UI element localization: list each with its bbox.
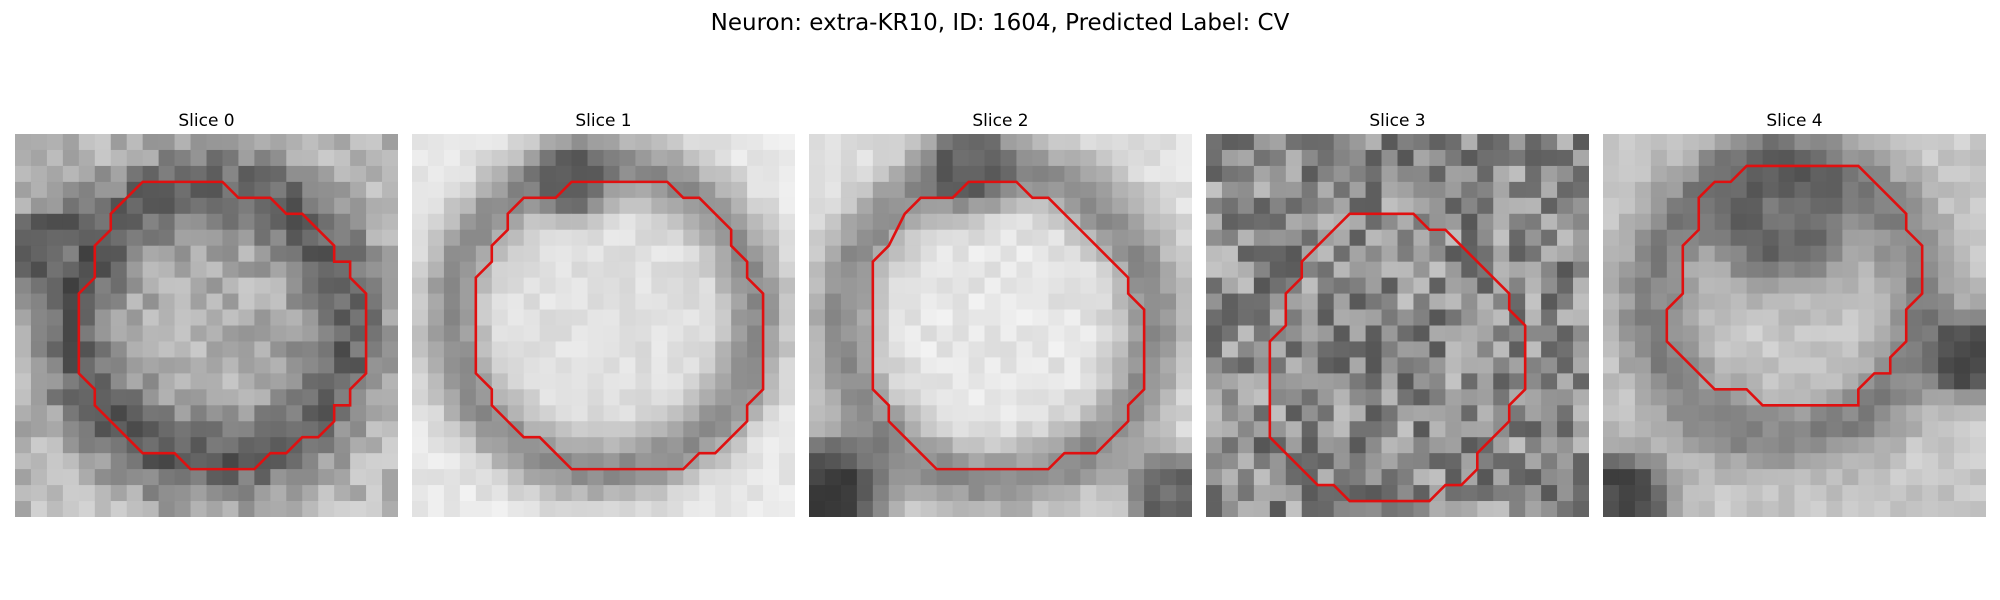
slice-title: Slice 4 — [1766, 111, 1823, 131]
slice-image — [412, 134, 795, 517]
slice-image — [15, 134, 398, 517]
slice-image — [1603, 134, 1986, 517]
slice-panel-3: Slice 3 — [1206, 110, 1589, 517]
segmentation-contour — [1665, 164, 1924, 407]
slice-image — [809, 134, 1192, 517]
slice-image — [1206, 134, 1589, 517]
segmentation-contour — [1268, 212, 1527, 503]
segmentation-contour — [474, 180, 765, 471]
segmentation-contour — [77, 180, 368, 471]
slice-panel-2: Slice 2 — [809, 110, 1192, 517]
slice-panel-1: Slice 1 — [412, 110, 795, 517]
slice-title: Slice 0 — [178, 111, 235, 131]
slice-panel-4: Slice 4 — [1603, 110, 1986, 517]
slice-title: Slice 1 — [575, 111, 632, 131]
slice-panel-0: Slice 0 — [15, 110, 398, 517]
figure-title: Neuron: extra-KR10, ID: 1604, Predicted … — [710, 10, 1290, 36]
slice-title: Slice 2 — [972, 111, 1029, 131]
slice-title: Slice 3 — [1369, 111, 1426, 131]
segmentation-contour — [871, 180, 1146, 471]
